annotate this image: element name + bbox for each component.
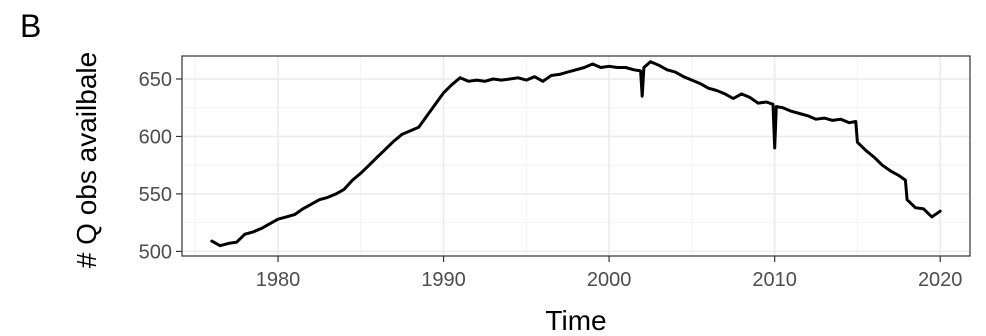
x-tick-label: 1990 (421, 269, 466, 291)
y-tick-label: 650 (139, 69, 172, 91)
series-line (210, 60, 942, 248)
plot-background (182, 56, 970, 256)
x-tick-label: 1980 (256, 269, 301, 291)
grid-lines (182, 56, 970, 256)
y-axis-title: # Q obs availbale (71, 52, 102, 268)
x-axis-title: Time (545, 305, 606, 336)
panel-label: B (20, 8, 42, 44)
y-tick-label: 600 (139, 126, 172, 148)
x-tick-label: 2000 (587, 269, 632, 291)
y-tick-label: 550 (139, 184, 172, 206)
axes: 1980 1990 2000 2010 2020 500 550 600 650 (139, 69, 963, 291)
x-tick-label: 2020 (918, 269, 963, 291)
plot-panel-border (181, 55, 971, 257)
y-tick-label: 500 (139, 241, 172, 263)
series-layer (210, 60, 942, 248)
x-tick-label: 2010 (752, 269, 797, 291)
